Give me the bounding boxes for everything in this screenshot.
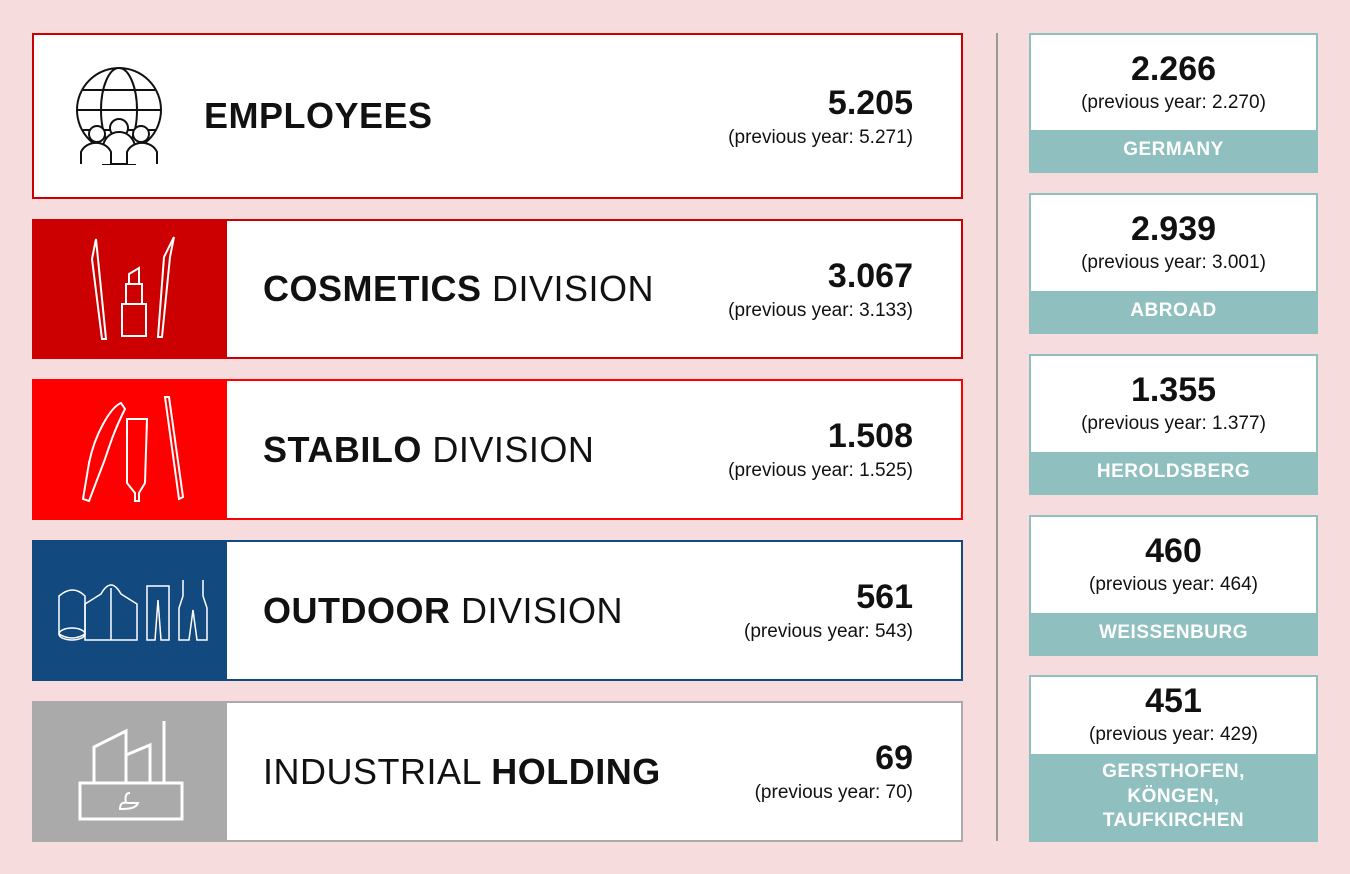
location-label: ABROAD: [1031, 291, 1316, 332]
employees-card: EMPLOYEES 5.205 (previous year: 5.271): [32, 33, 963, 199]
location-card-heroldsberg: 1.355 (previous year: 1.377) HEROLDSBERG: [1029, 354, 1318, 495]
location-value: 2.266: [1130, 49, 1217, 88]
employees-title: EMPLOYEES: [204, 95, 433, 136]
location-card-weissenburg: 460 (previous year: 464) WEISSENBURG: [1029, 515, 1318, 656]
location-previous: (previous year: 2.270): [1081, 91, 1266, 113]
location-label: WEISSENBURG: [1031, 613, 1316, 654]
division-card-cosmetics: COSMETICS DIVISION 3.067 (previous year: …: [32, 219, 963, 359]
division-name-normal: DIVISION: [421, 428, 595, 470]
location-value: 1.355: [1130, 371, 1217, 410]
division-card-outdoor: OUTDOOR DIVISION 561 (previous year: 543): [32, 540, 963, 681]
division-previous: (previous year: 1.525): [728, 460, 913, 481]
division-previous: (previous year: 3.133): [728, 299, 913, 321]
location-previous: (previous year: 464): [1089, 574, 1258, 596]
division-icon-panel: [34, 221, 227, 357]
division-icon-panel: [34, 381, 227, 518]
location-previous: (previous year: 1.377): [1081, 413, 1266, 435]
outdoor-clothing-icon: [57, 579, 208, 641]
division-card-stabilo: STABILO DIVISION 1.508 (previous year: 1.…: [32, 379, 963, 520]
location-label: HEROLDSBERG: [1031, 452, 1316, 493]
division-name-bold: OUTDOOR: [263, 589, 451, 631]
globe-people-icon: [76, 67, 162, 165]
division-name-normal: DIVISION: [450, 589, 624, 631]
division-name-bold: COSMETICS: [263, 268, 482, 309]
employees-icon-panel: [34, 35, 204, 197]
division-value: 1.508: [827, 417, 913, 455]
location-previous: (previous year: 3.001): [1081, 252, 1266, 274]
location-previous: (previous year: 429): [1089, 724, 1258, 746]
location-value: 451: [1145, 682, 1202, 721]
factory-icon: [78, 720, 183, 820]
division-name-bold: HOLDING: [491, 750, 661, 792]
division-previous: (previous year: 70): [754, 782, 913, 803]
division-previous: (previous year: 543): [744, 621, 913, 642]
division-name-normal: DIVISION: [481, 268, 655, 309]
divider: [996, 33, 998, 841]
division-value: 3.067: [827, 256, 913, 295]
division-icon-panel: [34, 542, 227, 679]
division-value: 69: [875, 739, 913, 777]
location-card-other: 451 (previous year: 429) GERSTHOFEN, KÖNG…: [1029, 675, 1318, 842]
division-name-bold: STABILO: [263, 428, 422, 470]
location-value: 460: [1145, 532, 1202, 571]
employees-previous: (previous year: 5.271): [728, 126, 913, 148]
location-value: 2.939: [1130, 210, 1217, 249]
pens-icon: [81, 395, 184, 502]
cosmetics-icon: [90, 236, 175, 340]
division-card-industrial: INDUSTRIAL HOLDING 69 (previous year: 70): [32, 701, 963, 842]
location-card-germany: 2.266 (previous year: 2.270) GERMANY: [1029, 33, 1318, 173]
division-name-normal: INDUSTRIAL: [263, 750, 492, 792]
employees-value: 5.205: [827, 83, 913, 122]
division-icon-panel: [34, 703, 227, 840]
location-label: GERMANY: [1031, 130, 1316, 171]
division-value: 561: [856, 578, 913, 616]
location-card-abroad: 2.939 (previous year: 3.001) ABROAD: [1029, 193, 1318, 334]
location-label: GERSTHOFEN, KÖNGEN, TAUFKIRCHEN: [1031, 753, 1316, 840]
